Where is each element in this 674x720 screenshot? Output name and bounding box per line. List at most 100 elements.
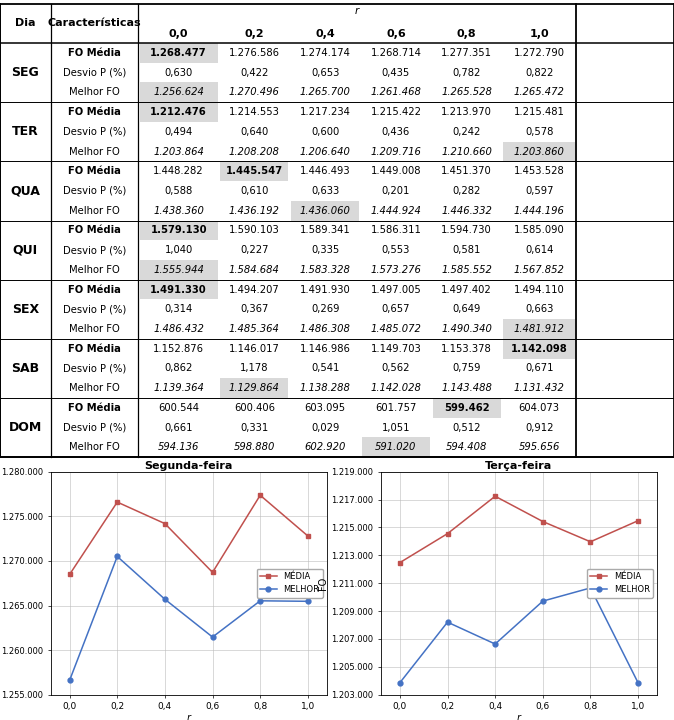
- Text: 1.497.402: 1.497.402: [441, 284, 492, 294]
- Text: 0,822: 0,822: [525, 68, 553, 78]
- Text: 1.217.234: 1.217.234: [300, 107, 350, 117]
- Text: 1.485.072: 1.485.072: [371, 324, 421, 334]
- Text: Melhor FO: Melhor FO: [69, 383, 120, 393]
- Text: 1.448.282: 1.448.282: [153, 166, 204, 176]
- Text: 0,661: 0,661: [164, 423, 193, 433]
- Text: 604.073: 604.073: [519, 403, 559, 413]
- Text: 1.203.860: 1.203.860: [514, 146, 565, 156]
- Bar: [140, 83, 218, 102]
- Text: 602.920: 602.920: [305, 442, 346, 452]
- Text: 603.095: 603.095: [305, 403, 346, 413]
- Text: 1.268.714: 1.268.714: [371, 48, 421, 58]
- Text: 1.491.330: 1.491.330: [150, 284, 207, 294]
- Text: FO Média: FO Média: [68, 225, 121, 235]
- Text: 1.261.468: 1.261.468: [371, 87, 421, 97]
- Text: 591.020: 591.020: [375, 442, 417, 452]
- Text: 1.276.586: 1.276.586: [229, 48, 280, 58]
- Text: 0,436: 0,436: [382, 127, 410, 137]
- Text: Desvio P (%): Desvio P (%): [63, 305, 126, 315]
- Text: 1.584.684: 1.584.684: [229, 265, 280, 275]
- Bar: [140, 43, 218, 63]
- Text: 1.436.060: 1.436.060: [300, 206, 350, 216]
- Text: 0,562: 0,562: [381, 364, 410, 374]
- Text: 600.544: 600.544: [158, 403, 199, 413]
- Text: 1.573.276: 1.573.276: [371, 265, 421, 275]
- Text: FO Média: FO Média: [68, 403, 121, 413]
- Text: DOM: DOM: [9, 421, 42, 434]
- Bar: [433, 398, 501, 418]
- MELHOR: [539, 597, 547, 606]
- Text: 1.138.288: 1.138.288: [300, 383, 350, 393]
- Bar: [503, 142, 575, 161]
- Text: 0,640: 0,640: [241, 127, 268, 137]
- Text: Melhor FO: Melhor FO: [69, 324, 120, 334]
- Text: Melhor FO: Melhor FO: [69, 265, 120, 275]
- Text: FO Média: FO Média: [68, 107, 121, 117]
- Text: 0,201: 0,201: [381, 186, 410, 196]
- Line: MÉDIA: MÉDIA: [67, 492, 310, 577]
- Text: 1.146.986: 1.146.986: [300, 343, 350, 354]
- Text: 0,029: 0,029: [311, 423, 340, 433]
- Text: 1.265.472: 1.265.472: [514, 87, 565, 97]
- Text: 1.206.640: 1.206.640: [300, 146, 350, 156]
- MÉDIA: [304, 531, 312, 540]
- Text: 1.494.110: 1.494.110: [514, 284, 565, 294]
- Text: 0,331: 0,331: [241, 423, 268, 433]
- Text: 1.212.476: 1.212.476: [150, 107, 207, 117]
- X-axis label: r: r: [187, 713, 191, 720]
- Text: 598.880: 598.880: [234, 442, 275, 452]
- MELHOR: [113, 552, 121, 561]
- Text: Dia: Dia: [15, 18, 36, 28]
- Bar: [140, 220, 218, 240]
- Text: TER: TER: [12, 125, 38, 138]
- Text: 0,242: 0,242: [452, 127, 481, 137]
- Text: 1.481.912: 1.481.912: [514, 324, 565, 334]
- Text: 601.757: 601.757: [375, 403, 417, 413]
- Text: 1.590.103: 1.590.103: [229, 225, 280, 235]
- Text: 0,494: 0,494: [164, 127, 193, 137]
- MELHOR: [65, 676, 73, 685]
- Text: 599.462: 599.462: [444, 403, 489, 413]
- Text: QUI: QUI: [13, 243, 38, 256]
- Title: Segunda-feira: Segunda-feira: [144, 461, 233, 471]
- Text: 1.270.496: 1.270.496: [229, 87, 280, 97]
- Text: 0,553: 0,553: [381, 245, 410, 255]
- Bar: [140, 279, 218, 300]
- MÉDIA: [113, 498, 121, 506]
- Bar: [503, 319, 575, 339]
- Text: Desvio P (%): Desvio P (%): [63, 364, 126, 374]
- Text: 1.213.970: 1.213.970: [441, 107, 492, 117]
- Text: 0,614: 0,614: [525, 245, 553, 255]
- Text: 1.453.528: 1.453.528: [514, 166, 565, 176]
- Title: Terça-feira: Terça-feira: [485, 461, 553, 471]
- Text: 1.583.328: 1.583.328: [300, 265, 350, 275]
- Text: 1.494.207: 1.494.207: [229, 284, 280, 294]
- Text: 1.446.332: 1.446.332: [441, 206, 492, 216]
- Text: 1,178: 1,178: [240, 364, 269, 374]
- MELHOR: [634, 678, 642, 687]
- Text: FO Média: FO Média: [68, 284, 121, 294]
- Text: 1.142.028: 1.142.028: [371, 383, 421, 393]
- Text: Desvio P (%): Desvio P (%): [63, 245, 126, 255]
- Text: 1.594.730: 1.594.730: [441, 225, 492, 235]
- Text: 0,8: 0,8: [457, 29, 477, 39]
- MELHOR: [208, 633, 216, 642]
- Text: 1.208.208: 1.208.208: [229, 146, 280, 156]
- Text: 1.268.477: 1.268.477: [150, 48, 207, 58]
- Text: 0,597: 0,597: [525, 186, 553, 196]
- Bar: [362, 438, 430, 457]
- Text: 0,862: 0,862: [164, 364, 193, 374]
- MELHOR: [304, 597, 312, 606]
- Text: 0,422: 0,422: [240, 68, 269, 78]
- Text: Melhor FO: Melhor FO: [69, 87, 120, 97]
- Text: 1.274.174: 1.274.174: [300, 48, 350, 58]
- Text: 0,610: 0,610: [240, 186, 269, 196]
- Text: 1.585.090: 1.585.090: [514, 225, 565, 235]
- Text: 1.277.351: 1.277.351: [441, 48, 492, 58]
- Line: MELHOR: MELHOR: [398, 585, 640, 685]
- Text: 0,512: 0,512: [452, 423, 481, 433]
- Legend: MÉDIA, MELHOR: MÉDIA, MELHOR: [587, 569, 653, 598]
- Text: 1.446.493: 1.446.493: [300, 166, 350, 176]
- Text: 1.585.552: 1.585.552: [441, 265, 492, 275]
- Text: 1.451.370: 1.451.370: [441, 166, 492, 176]
